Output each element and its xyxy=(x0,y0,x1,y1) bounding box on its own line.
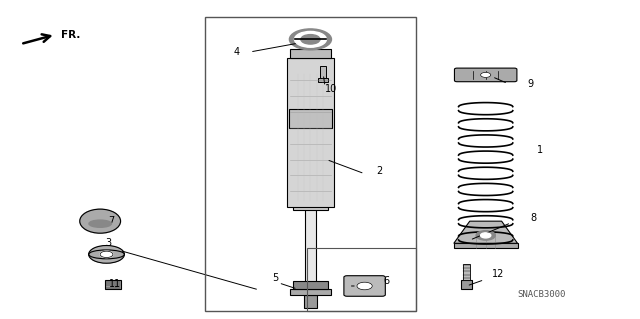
FancyBboxPatch shape xyxy=(463,264,470,280)
Text: 11: 11 xyxy=(109,279,121,289)
Text: 8: 8 xyxy=(531,213,536,223)
Text: 12: 12 xyxy=(492,270,504,279)
FancyBboxPatch shape xyxy=(290,289,331,295)
FancyBboxPatch shape xyxy=(305,197,316,295)
Circle shape xyxy=(294,32,326,47)
Ellipse shape xyxy=(89,220,111,227)
Circle shape xyxy=(89,246,124,263)
Circle shape xyxy=(289,29,332,50)
FancyBboxPatch shape xyxy=(454,243,518,248)
FancyBboxPatch shape xyxy=(461,280,472,288)
Text: 3: 3 xyxy=(105,239,111,249)
Circle shape xyxy=(100,251,113,257)
Text: 9: 9 xyxy=(527,79,533,89)
Text: 2: 2 xyxy=(376,166,382,176)
Text: 6: 6 xyxy=(384,276,390,286)
FancyBboxPatch shape xyxy=(304,295,317,308)
Ellipse shape xyxy=(100,253,112,256)
Text: 7: 7 xyxy=(109,216,115,226)
FancyBboxPatch shape xyxy=(293,197,328,210)
FancyBboxPatch shape xyxy=(320,66,326,78)
Circle shape xyxy=(301,34,320,44)
Circle shape xyxy=(476,231,495,240)
Text: FR.: FR. xyxy=(61,30,80,40)
Circle shape xyxy=(481,72,491,78)
FancyBboxPatch shape xyxy=(454,68,517,82)
Circle shape xyxy=(481,233,491,238)
FancyBboxPatch shape xyxy=(290,49,331,58)
Text: 1: 1 xyxy=(537,145,543,155)
Polygon shape xyxy=(454,221,518,243)
FancyBboxPatch shape xyxy=(344,276,385,296)
FancyBboxPatch shape xyxy=(293,281,328,289)
Ellipse shape xyxy=(80,209,120,233)
Circle shape xyxy=(357,282,372,290)
Ellipse shape xyxy=(89,250,124,259)
FancyBboxPatch shape xyxy=(105,280,121,288)
FancyBboxPatch shape xyxy=(287,58,334,207)
FancyBboxPatch shape xyxy=(319,78,328,82)
Text: 4: 4 xyxy=(234,47,240,57)
Text: 5: 5 xyxy=(273,273,278,283)
Text: SNACB3000: SNACB3000 xyxy=(518,290,566,299)
FancyBboxPatch shape xyxy=(289,109,332,128)
Text: 10: 10 xyxy=(325,84,337,93)
